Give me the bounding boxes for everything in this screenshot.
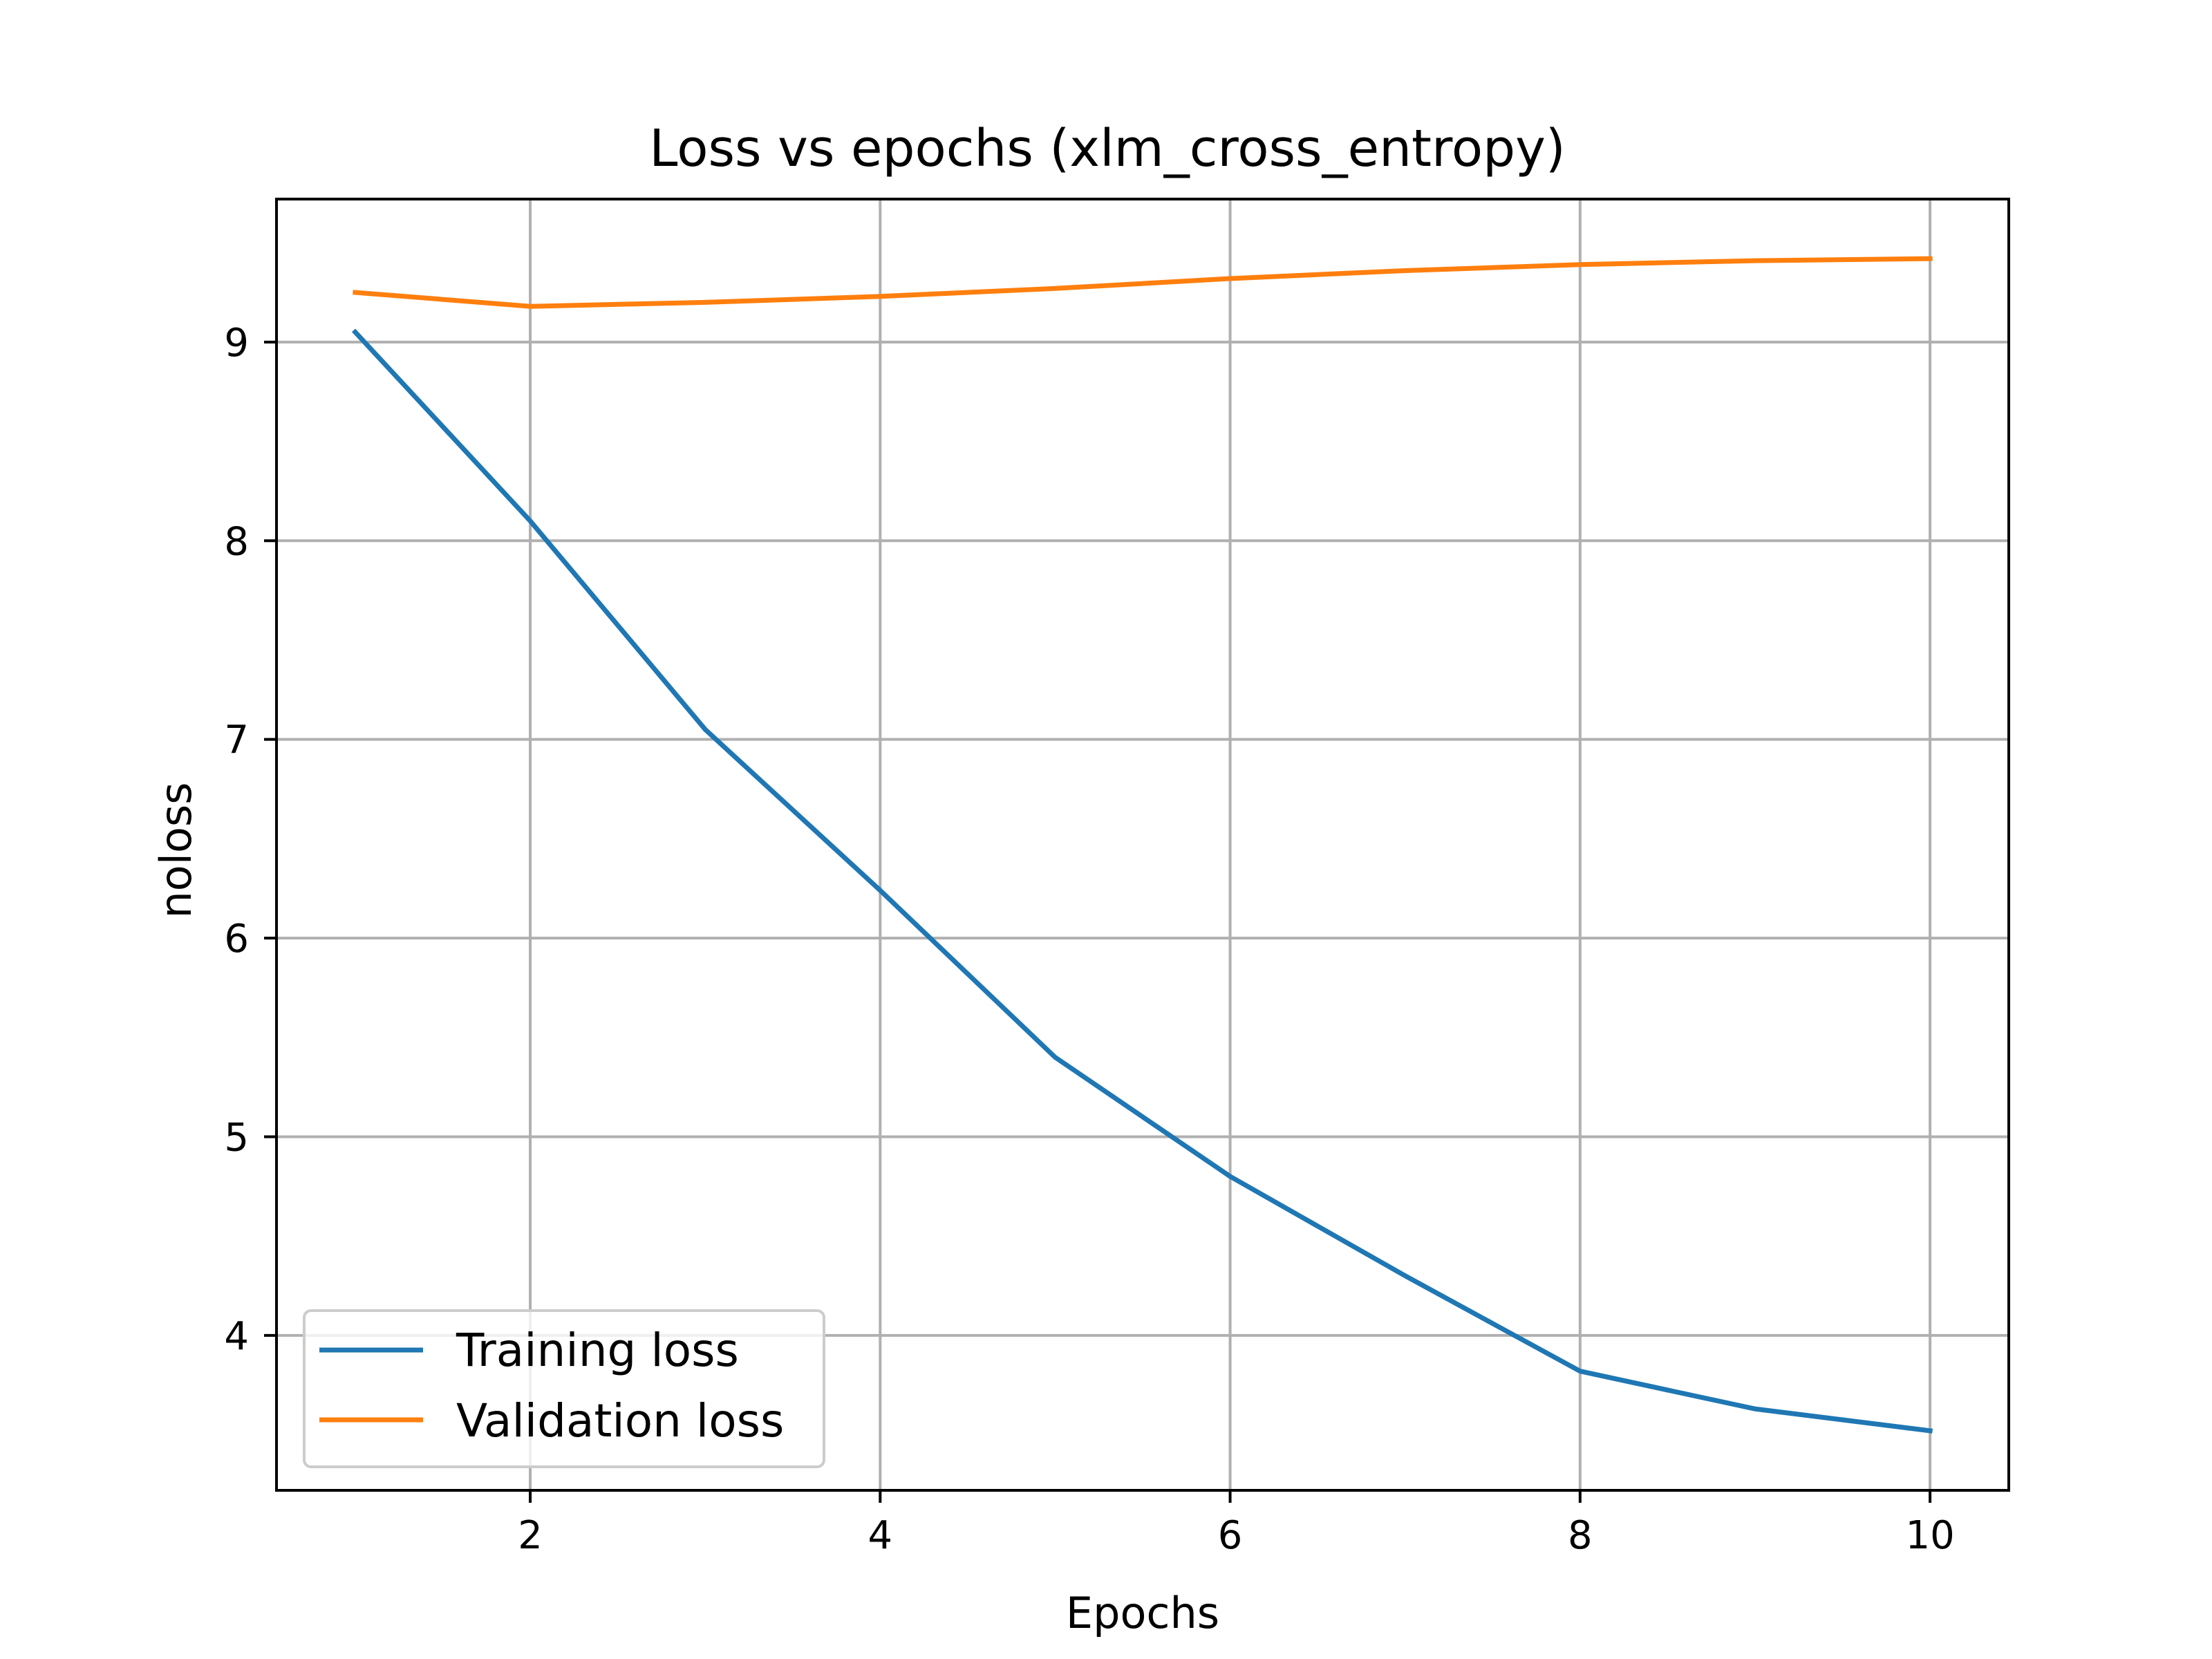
x-tick-label: 6 — [1218, 1513, 1243, 1558]
x-tick-label: 8 — [1568, 1513, 1593, 1558]
y-tick-label: 5 — [224, 1115, 249, 1160]
x-tick-label: 2 — [518, 1513, 543, 1558]
y-tick-label: 8 — [224, 519, 249, 564]
legend: Training loss Validation loss — [303, 1309, 825, 1468]
series-line-validation-loss — [353, 256, 1933, 309]
plot-frame — [275, 198, 2010, 1492]
grid-layer — [276, 199, 2009, 1490]
x-axis-label: Epochs — [1066, 1588, 1219, 1638]
x-tick-label: 10 — [1905, 1513, 1954, 1558]
series-line-training-loss — [351, 328, 1933, 1434]
series-layer — [351, 256, 1933, 1434]
legend-label-training-loss: Training loss — [456, 1324, 739, 1377]
y-tick-label: 6 — [224, 917, 249, 962]
y-tick-label: 7 — [224, 718, 249, 763]
chart-title: Loss vs epochs (xlm_cross_entropy) — [649, 119, 1565, 178]
y-tick-label: 4 — [224, 1314, 249, 1359]
y-tick-label: 9 — [224, 321, 249, 366]
tick-layer: 2 4 6 8 10 4 5 6 7 8 9 — [224, 321, 1954, 1558]
y-axis-label: noloss — [151, 782, 201, 919]
legend-box — [303, 1309, 825, 1468]
legend-label-validation-loss: Validation loss — [456, 1394, 784, 1447]
x-tick-label: 4 — [868, 1513, 892, 1558]
